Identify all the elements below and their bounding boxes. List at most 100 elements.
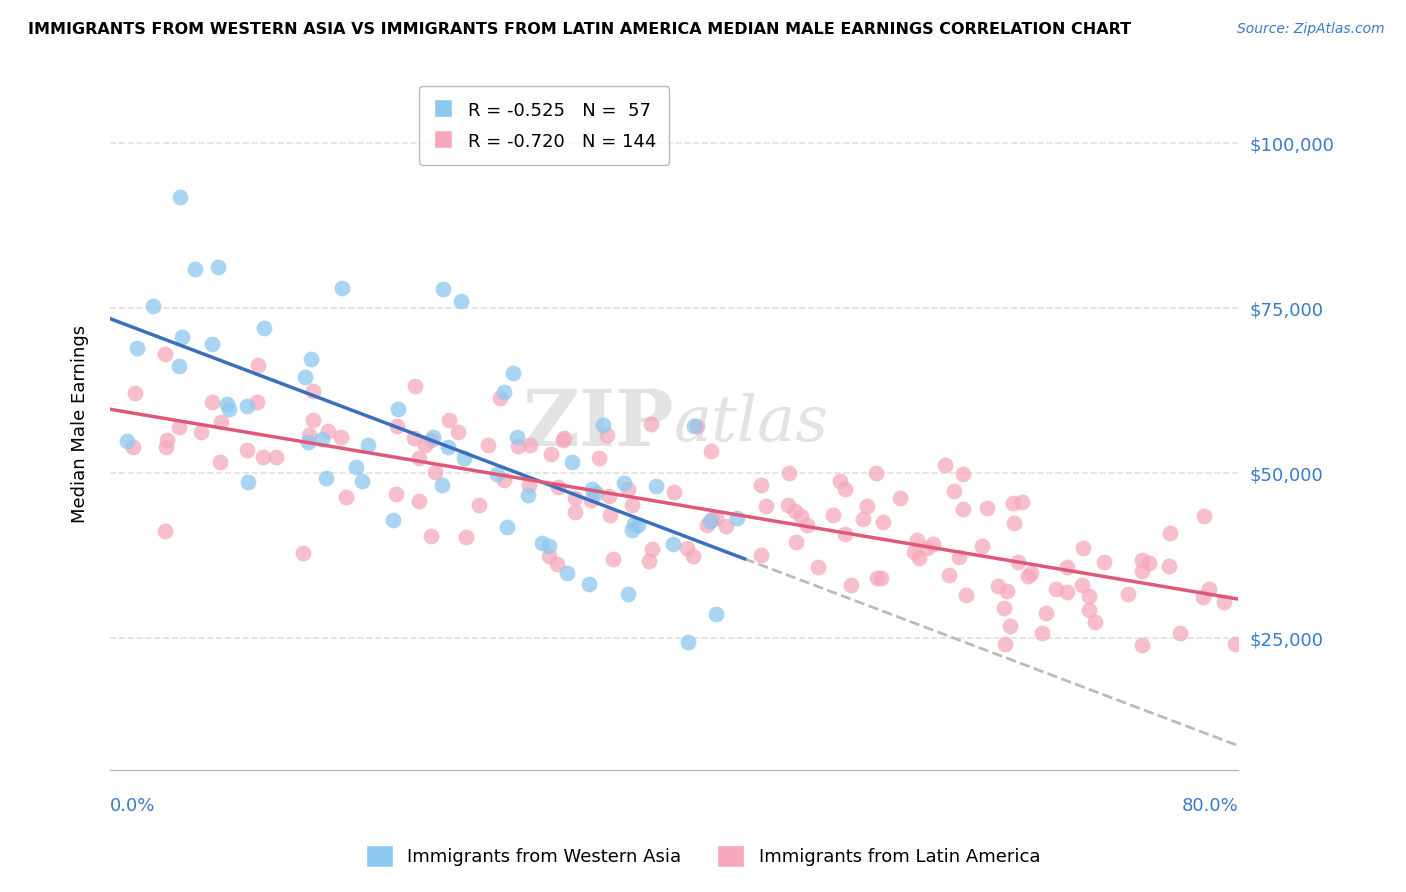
Point	[432, 282, 454, 296]
Point	[494, 385, 516, 400]
Point	[122, 440, 145, 454]
Text: Source: ZipAtlas.com: Source: ZipAtlas.com	[1237, 22, 1385, 37]
Point	[124, 385, 146, 400]
Point	[1168, 626, 1191, 640]
Point	[955, 588, 977, 602]
Point	[998, 619, 1021, 633]
Point	[1017, 569, 1039, 583]
Point	[357, 438, 380, 452]
Point	[1035, 606, 1057, 620]
Point	[617, 587, 640, 601]
Point	[696, 517, 718, 532]
Text: ZIP: ZIP	[523, 386, 673, 462]
Text: atlas: atlas	[673, 393, 830, 455]
Point	[704, 607, 727, 621]
Point	[297, 435, 319, 450]
Point	[952, 467, 974, 482]
Point	[640, 417, 662, 432]
Point	[602, 552, 624, 566]
Point	[207, 260, 229, 274]
Point	[852, 511, 875, 525]
Point	[201, 336, 224, 351]
Point	[506, 430, 529, 444]
Point	[785, 535, 807, 549]
Point	[408, 493, 430, 508]
Point	[905, 533, 928, 547]
Point	[598, 489, 620, 503]
Point	[486, 467, 509, 481]
Point	[404, 379, 426, 393]
Point	[384, 487, 406, 501]
Point	[236, 399, 259, 413]
Text: IMMIGRANTS FROM WESTERN ASIA VS IMMIGRANTS FROM LATIN AMERICA MEDIAN MALE EARNIN: IMMIGRANTS FROM WESTERN ASIA VS IMMIGRAN…	[28, 22, 1132, 37]
Point	[839, 577, 862, 591]
Point	[834, 526, 856, 541]
Point	[995, 584, 1018, 599]
Point	[1192, 508, 1215, 523]
Point	[318, 424, 340, 438]
Point	[621, 524, 644, 538]
Point	[1002, 516, 1025, 531]
Point	[907, 551, 929, 566]
Point	[1071, 541, 1094, 555]
Point	[830, 474, 852, 488]
Point	[1045, 582, 1067, 596]
Point	[699, 444, 721, 458]
Point	[716, 519, 738, 533]
Point	[599, 508, 621, 522]
Point	[420, 434, 443, 448]
Point	[172, 330, 194, 344]
Point	[796, 518, 818, 533]
Point	[344, 460, 367, 475]
Point	[627, 517, 650, 532]
Point	[588, 450, 610, 465]
Point	[749, 548, 772, 562]
Point	[637, 554, 659, 568]
Point	[934, 458, 956, 472]
Point	[1139, 556, 1161, 570]
Point	[329, 430, 352, 444]
Point	[246, 358, 269, 372]
Point	[644, 479, 666, 493]
Point	[617, 483, 640, 497]
Point	[446, 425, 468, 439]
Point	[551, 434, 574, 448]
Point	[264, 450, 287, 464]
Text: 80.0%: 80.0%	[1181, 797, 1239, 814]
Point	[564, 491, 586, 505]
Point	[1130, 553, 1153, 567]
Point	[1132, 564, 1154, 578]
Point	[866, 571, 889, 585]
Point	[184, 262, 207, 277]
Point	[299, 352, 322, 367]
Point	[422, 430, 444, 444]
Point	[1212, 594, 1234, 608]
Point	[167, 420, 190, 434]
Point	[592, 417, 614, 432]
Point	[821, 508, 844, 522]
Point	[856, 499, 879, 513]
Point	[315, 471, 337, 485]
Point	[706, 511, 728, 525]
Point	[1092, 555, 1115, 569]
Point	[209, 415, 232, 429]
Point	[291, 547, 314, 561]
Point	[1031, 626, 1053, 640]
Point	[155, 440, 177, 454]
Point	[994, 637, 1017, 651]
Point	[502, 367, 524, 381]
Point	[578, 577, 600, 591]
Point	[1019, 566, 1042, 581]
Point	[246, 395, 269, 409]
Point	[330, 281, 353, 295]
Point	[1159, 525, 1181, 540]
Point	[948, 550, 970, 565]
Point	[1007, 555, 1029, 569]
Point	[1192, 590, 1215, 604]
Point	[153, 524, 176, 538]
Point	[620, 498, 643, 512]
Point	[489, 391, 512, 405]
Point	[382, 513, 405, 527]
Point	[408, 451, 430, 466]
Point	[662, 484, 685, 499]
